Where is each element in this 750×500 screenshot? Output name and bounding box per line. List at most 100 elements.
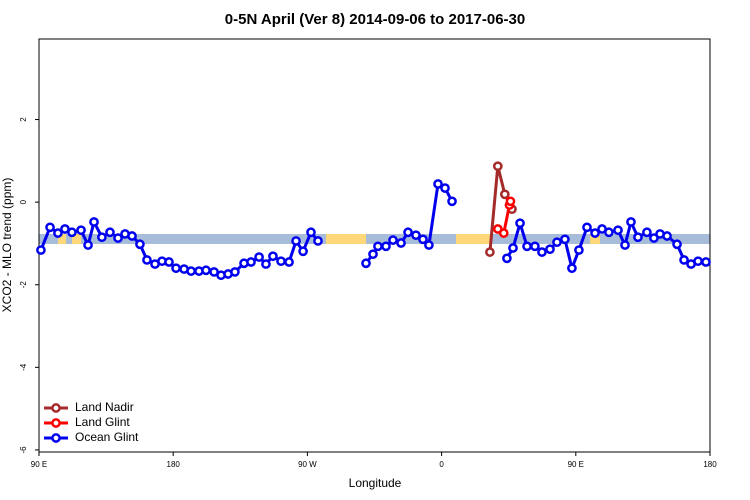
data-point: [105, 227, 115, 238]
data-point: [313, 236, 323, 246]
data-point: [508, 243, 518, 253]
data-point: [613, 225, 623, 236]
land-strip: [590, 234, 600, 244]
data-point: [298, 246, 308, 257]
x-axis-label: Longitude: [349, 476, 402, 490]
legend-label: Land Nadir: [75, 400, 134, 414]
y-tick-label: 0: [19, 199, 28, 204]
land-strip: [72, 234, 81, 244]
data-point: [701, 257, 711, 267]
data-point: [633, 232, 643, 243]
y-tick-label: -4: [19, 363, 28, 371]
data-point: [662, 231, 672, 241]
data-point: [574, 245, 584, 255]
data-point: [276, 256, 286, 267]
data-point: [560, 234, 570, 245]
data-point: [291, 236, 301, 246]
legend-marker: [51, 433, 61, 443]
data-point: [537, 247, 547, 257]
x-tick-label: 0: [439, 460, 444, 469]
data-point: [626, 217, 636, 227]
data-point: [499, 189, 510, 200]
chart-title: 0-5N April (Ver 8) 2014-09-06 to 2017-06…: [225, 11, 525, 28]
data-point: [552, 237, 562, 248]
data-point: [679, 255, 689, 265]
data-point: [284, 257, 294, 267]
data-point: [693, 256, 703, 267]
data-point: [492, 161, 503, 172]
data-point: [246, 257, 256, 267]
land-strip: [58, 234, 66, 244]
data-point: [373, 241, 383, 252]
legend-marker: [51, 403, 61, 413]
data-point: [254, 252, 264, 262]
legend-label: Ocean Glint: [75, 430, 139, 444]
data-point: [620, 240, 630, 250]
data-point: [113, 233, 123, 243]
x-tick-label: 90 E: [568, 460, 584, 469]
data-point: [45, 222, 55, 233]
data-point: [545, 244, 555, 255]
data-point: [515, 218, 525, 229]
data-point: [590, 228, 600, 238]
x-tick-label: 90 E: [31, 460, 47, 469]
data-point: [53, 228, 63, 238]
data-point: [171, 263, 181, 274]
legend-marker: [51, 418, 61, 428]
x-tick-label: 90 W: [298, 460, 317, 469]
data-point: [164, 257, 174, 267]
y-tick-label: 2: [19, 117, 28, 122]
data-point: [642, 227, 652, 238]
data-point: [135, 239, 145, 250]
data-point: [89, 217, 99, 227]
data-point: [83, 240, 93, 250]
y-tick-label: -2: [19, 281, 28, 289]
data-point: [361, 258, 371, 269]
data-point: [36, 245, 46, 255]
data-point: [306, 227, 316, 238]
plot-frame: [38, 38, 711, 453]
data-point: [268, 251, 278, 262]
data-point: [672, 239, 682, 250]
data-point: [447, 196, 457, 207]
data-point: [582, 222, 592, 233]
data-point: [186, 266, 196, 276]
data-point: [67, 227, 77, 238]
data-point: [530, 241, 540, 252]
land-strip: [326, 234, 366, 244]
data-point: [498, 228, 509, 238]
data-point: [97, 232, 107, 243]
x-tick-label: 180: [167, 460, 181, 469]
land-strip: [456, 234, 490, 244]
data-point: [485, 247, 495, 257]
data-point: [567, 263, 577, 274]
data-point: [142, 255, 152, 265]
data-point: [396, 238, 406, 248]
data-point: [424, 240, 434, 250]
y-axis-label: XCO2 - MLO trend (ppm): [0, 178, 14, 313]
data-point: [388, 235, 398, 245]
data-point: [381, 241, 391, 252]
data-point: [127, 231, 137, 241]
legend-label: Land Glint: [75, 415, 130, 429]
y-tick-label: -6: [19, 446, 28, 454]
data-point: [418, 234, 428, 245]
data-point: [76, 225, 86, 236]
data-point: [522, 241, 532, 252]
data-point: [368, 249, 378, 260]
data-point: [261, 259, 271, 269]
data-point: [440, 183, 450, 193]
data-point: [201, 265, 211, 276]
x-tick-label: 180: [703, 460, 717, 469]
data-point: [604, 227, 614, 238]
ocean-band: [39, 234, 710, 244]
data-point: [411, 230, 421, 241]
data-point: [230, 267, 240, 277]
data-point: [505, 196, 516, 207]
ocean-strip: [39, 234, 710, 244]
data-point: [403, 227, 413, 238]
data-point: [433, 179, 443, 189]
data-point: [502, 253, 512, 264]
